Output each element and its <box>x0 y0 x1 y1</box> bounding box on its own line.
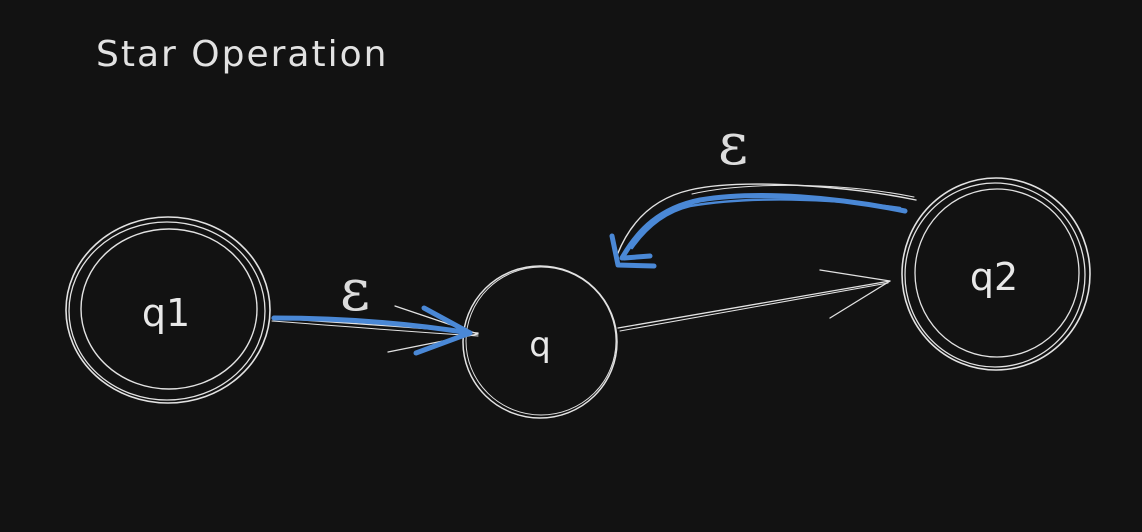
transition-q1-to-q-highlight <box>271 315 473 336</box>
state-q2-outer-circle <box>901 177 1091 371</box>
state-q2-inner-circle <box>914 188 1080 358</box>
transition-q1-to-q: ε <box>271 256 479 356</box>
state-q1-label: q1 <box>142 291 190 335</box>
transition-q2-to-q-highlight <box>619 193 908 261</box>
transition-q-to-q2-arrowhead <box>819 269 891 319</box>
transition-q2-to-q-line-2 <box>691 184 915 198</box>
transition-q2-to-q-line <box>615 183 917 259</box>
state-q1: q1 <box>65 216 271 404</box>
transition-q2-to-q-label: ε <box>718 110 748 178</box>
transition-q-to-q2 <box>617 269 891 332</box>
diagram-title: Star Operation <box>96 34 388 75</box>
state-q1-outer-circle-2 <box>68 221 266 401</box>
state-q-circle-2 <box>465 266 617 416</box>
transition-q2-to-q: ε <box>609 110 917 269</box>
transition-q1-to-q-arrowhead <box>387 305 479 353</box>
transition-q-to-q2-line <box>617 280 891 329</box>
state-q-circle <box>462 265 618 419</box>
transition-q2-to-q-highlight-arrowhead-2 <box>621 253 653 261</box>
state-q1-inner-circle <box>80 228 258 390</box>
state-q: q <box>462 265 618 419</box>
state-q2: q2 <box>901 177 1091 371</box>
state-q2-label: q2 <box>970 255 1018 299</box>
transition-q1-to-q-line-2 <box>271 320 479 337</box>
state-q2-outer-circle-2 <box>904 182 1086 368</box>
transition-q1-to-q-label: ε <box>340 256 370 324</box>
transition-q2-to-q-highlight-2 <box>630 198 902 250</box>
state-q1-outer-circle <box>65 216 271 404</box>
transition-q2-to-q-highlight-arrowhead <box>609 233 657 269</box>
state-q-label: q <box>529 325 551 365</box>
transition-q-to-q2-line-2 <box>619 282 889 332</box>
transition-q1-to-q-highlight-arrowhead <box>413 305 473 356</box>
